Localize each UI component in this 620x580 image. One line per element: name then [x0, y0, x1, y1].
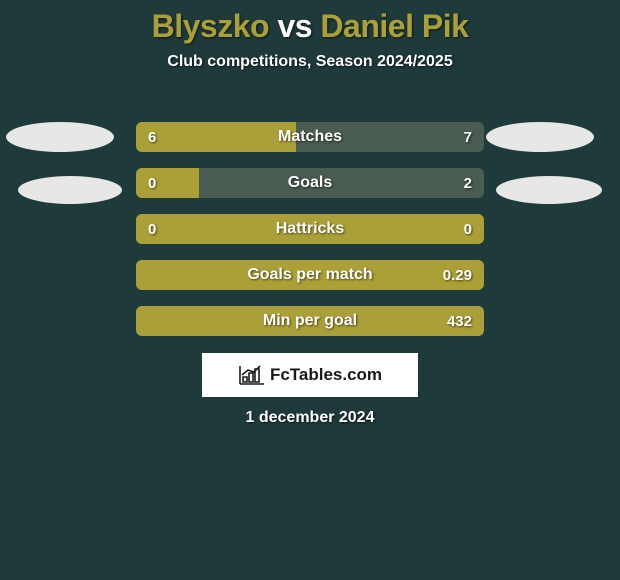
stat-label: Goals [136, 168, 484, 198]
stat-label: Hattricks [136, 214, 484, 244]
stat-row: Goals per match0.29 [136, 260, 484, 290]
brand-text: FcTables.com [270, 365, 382, 385]
stat-rows: Matches67Goals02Hattricks00Goals per mat… [136, 122, 484, 352]
right-logo-top [486, 122, 594, 152]
brand-chart-icon [238, 364, 266, 386]
stat-value-right: 0 [464, 214, 472, 244]
page-title: Blyszko vs Daniel Pik [0, 0, 620, 45]
stat-row: Matches6 7 [136, 122, 484, 152]
date-label: 1 december 2024 [0, 409, 620, 427]
stat-value-right: 7 [464, 122, 472, 152]
player2-name: Daniel Pik [320, 8, 468, 44]
stat-value-right: 0.29 [443, 260, 472, 290]
right-logo-bottom [496, 176, 602, 204]
left-logo-top [6, 122, 114, 152]
stat-row: Hattricks0 0 [136, 214, 484, 244]
stat-value-left: 0 [148, 214, 156, 244]
stat-row: Min per goal432 [136, 306, 484, 336]
left-logo-bottom [18, 176, 122, 204]
brand-box[interactable]: FcTables.com [202, 353, 418, 397]
stat-value-right: 2 [464, 168, 472, 198]
player1-name: Blyszko [152, 8, 269, 44]
stat-value-left: 0 [148, 168, 156, 198]
stat-value-right: 432 [447, 306, 472, 336]
subtitle: Club competitions, Season 2024/2025 [0, 53, 620, 71]
stat-label: Goals per match [136, 260, 484, 290]
stat-label: Matches [136, 122, 484, 152]
stat-value-left: 6 [148, 122, 156, 152]
comparison-panel: Blyszko vs Daniel Pik Club competitions,… [0, 0, 620, 580]
title-vs: vs [269, 8, 320, 44]
stat-row: Goals0 2 [136, 168, 484, 198]
stat-label: Min per goal [136, 306, 484, 336]
